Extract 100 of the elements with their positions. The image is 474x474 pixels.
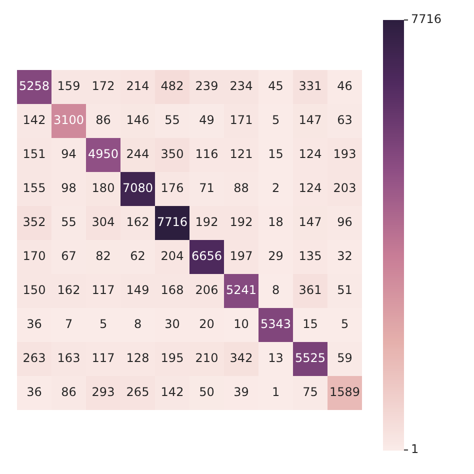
data-label: 18 [268, 215, 284, 230]
data-label: 192 [195, 215, 218, 230]
data-label: 293 [92, 385, 115, 400]
data-label: 86 [61, 385, 76, 400]
data-label: 331 [298, 79, 322, 94]
data-label: 150 [22, 283, 46, 298]
data-label: 342 [230, 351, 253, 366]
data-label: 63 [337, 113, 352, 128]
data-label: 128 [126, 351, 150, 366]
data-label: 36 [26, 317, 42, 332]
data-label: 10 [234, 317, 249, 332]
data-label: 234 [230, 79, 253, 94]
data-label: 180 [92, 181, 115, 196]
data-label: 13 [268, 351, 284, 366]
data-label: 206 [195, 283, 218, 298]
data-label: 1 [272, 385, 280, 400]
data-label: 350 [160, 147, 184, 162]
data-label: 263 [22, 351, 46, 366]
data-label: 3100 [53, 113, 84, 128]
data-label: 32 [337, 249, 352, 264]
data-label: 71 [199, 181, 214, 196]
data-label: 39 [234, 385, 249, 400]
data-label: 20 [199, 317, 214, 332]
data-label: 94 [61, 147, 76, 162]
data-label: 142 [160, 385, 184, 400]
data-label: 361 [298, 283, 322, 298]
data-label: 168 [160, 283, 184, 298]
data-label: 163 [57, 351, 80, 366]
data-label: 124 [298, 181, 322, 196]
data-label: 8 [272, 283, 280, 298]
color-bar-label: 7716 [411, 12, 442, 26]
data-label: 5258 [18, 79, 50, 94]
data-label: 7080 [122, 181, 154, 196]
data-label: 5 [340, 317, 349, 332]
data-label: 162 [126, 215, 150, 230]
data-label: 117 [92, 283, 115, 298]
data-label: 30 [164, 317, 180, 332]
data-label: 62 [130, 249, 146, 264]
data-label: 149 [126, 283, 150, 298]
data-label: 124 [298, 147, 322, 162]
data-label: 204 [160, 249, 184, 264]
data-label: 45 [268, 79, 284, 94]
data-label: 482 [160, 79, 184, 94]
data-label: 176 [160, 181, 184, 196]
data-label: 55 [164, 113, 180, 128]
data-label: 304 [92, 215, 115, 230]
data-label: 135 [298, 249, 322, 264]
data-label: 5343 [260, 317, 292, 332]
data-label: 75 [302, 385, 318, 400]
data-label: 121 [230, 147, 253, 162]
data-label: 15 [302, 317, 318, 332]
data-label: 15 [268, 147, 284, 162]
data-label: 51 [337, 283, 352, 298]
data-label: 55 [61, 215, 76, 230]
data-label: 352 [22, 215, 46, 230]
data-label: 29 [268, 249, 284, 264]
data-label: 214 [126, 79, 150, 94]
data-label: 7716 [156, 215, 188, 230]
data-label: 82 [96, 249, 111, 264]
data-label: 5241 [226, 283, 257, 298]
data-label: 88 [234, 181, 249, 196]
data-label: 6656 [191, 249, 222, 264]
data-label: 193 [333, 147, 356, 162]
data-label: 50 [199, 385, 214, 400]
data-label: 2 [272, 181, 280, 196]
data-label: 7 [64, 317, 73, 332]
data-label: 203 [333, 181, 356, 196]
data-label: 49 [199, 113, 214, 128]
data-label: 59 [337, 351, 352, 366]
data-label: 197 [230, 249, 253, 264]
data-label: 244 [126, 147, 150, 162]
data-label: 192 [230, 215, 253, 230]
data-label: 195 [160, 351, 184, 366]
data-label: 170 [22, 249, 46, 264]
data-label: 172 [92, 79, 115, 94]
data-label: 210 [195, 351, 218, 366]
data-label: 171 [230, 113, 253, 128]
data-label: 5 [272, 113, 280, 128]
data-label: 239 [195, 79, 218, 94]
data-label: 151 [22, 147, 46, 162]
data-label: 162 [57, 283, 80, 298]
data-label: 147 [298, 215, 322, 230]
data-label: 265 [126, 385, 150, 400]
color-bar-label: 1 [411, 442, 419, 456]
data-label: 116 [195, 147, 218, 162]
data-label: 159 [57, 79, 80, 94]
data-label: 5525 [294, 351, 326, 366]
data-label: 155 [22, 181, 46, 196]
data-label: 1589 [329, 385, 360, 400]
data-label: 96 [337, 215, 352, 230]
data-label: 67 [61, 249, 76, 264]
data-label: 117 [92, 351, 115, 366]
data-label: 46 [337, 79, 352, 94]
data-label: 142 [22, 113, 46, 128]
data-label: 98 [61, 181, 76, 196]
data-label: 4950 [88, 147, 119, 162]
data-label: 147 [298, 113, 322, 128]
data-label: 8 [134, 317, 142, 332]
data-label: 86 [96, 113, 111, 128]
data-label: 5 [99, 317, 108, 332]
